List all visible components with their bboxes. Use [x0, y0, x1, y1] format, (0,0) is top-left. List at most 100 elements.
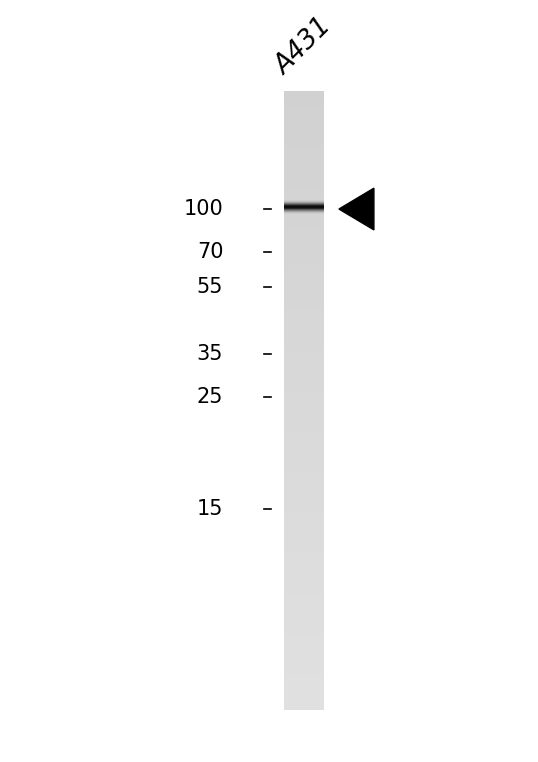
Bar: [284, 106, 324, 107]
Bar: [284, 664, 324, 667]
Bar: [284, 613, 324, 615]
Bar: [284, 287, 324, 290]
Bar: [284, 155, 324, 157]
Bar: [284, 107, 324, 110]
Bar: [284, 436, 324, 437]
Bar: [284, 516, 324, 518]
Bar: [284, 703, 324, 706]
Bar: [284, 465, 324, 466]
Bar: [284, 485, 324, 487]
Bar: [284, 285, 324, 287]
Bar: [284, 98, 324, 100]
Bar: [284, 182, 324, 184]
Bar: [284, 355, 324, 357]
Bar: [284, 401, 324, 402]
Bar: [284, 619, 324, 621]
Bar: [284, 454, 324, 456]
Bar: [284, 256, 324, 258]
Bar: [284, 417, 324, 419]
Bar: [284, 386, 324, 388]
Bar: [284, 168, 324, 170]
Bar: [284, 232, 324, 234]
Bar: [284, 255, 324, 256]
Bar: [284, 636, 324, 638]
Bar: [284, 510, 324, 512]
Bar: [284, 477, 324, 479]
Bar: [284, 559, 324, 562]
Bar: [284, 421, 324, 423]
Bar: [284, 244, 324, 246]
Bar: [284, 100, 324, 101]
Bar: [284, 402, 324, 405]
Bar: [284, 591, 324, 592]
Bar: [284, 203, 324, 205]
Bar: [284, 101, 324, 104]
Bar: [284, 685, 324, 687]
Bar: [284, 472, 324, 475]
Bar: [284, 174, 324, 176]
Bar: [284, 279, 324, 281]
Bar: [284, 130, 324, 133]
Bar: [284, 291, 324, 293]
Bar: [284, 176, 324, 178]
Bar: [284, 235, 324, 238]
Bar: [284, 506, 324, 507]
Bar: [284, 180, 324, 182]
Bar: [284, 157, 324, 159]
Bar: [284, 372, 324, 374]
Bar: [284, 611, 324, 613]
Bar: [284, 530, 324, 533]
Bar: [284, 408, 324, 411]
Bar: [284, 543, 324, 545]
Bar: [284, 696, 324, 697]
Bar: [284, 283, 324, 285]
Bar: [284, 281, 324, 283]
Bar: [284, 576, 324, 578]
Bar: [284, 250, 324, 252]
Bar: [284, 580, 324, 582]
Bar: [284, 603, 324, 605]
Bar: [284, 209, 324, 211]
Bar: [284, 302, 324, 304]
Bar: [284, 668, 324, 671]
Bar: [284, 594, 324, 597]
Bar: [284, 574, 324, 576]
Bar: [284, 151, 324, 153]
Bar: [284, 332, 324, 335]
Bar: [284, 425, 324, 427]
Bar: [284, 347, 324, 349]
Bar: [284, 450, 324, 452]
Bar: [284, 679, 324, 681]
Bar: [284, 273, 324, 275]
Bar: [284, 322, 324, 325]
Bar: [284, 527, 324, 528]
Bar: [284, 572, 324, 574]
Bar: [284, 650, 324, 652]
Bar: [284, 269, 324, 271]
Bar: [284, 549, 324, 551]
Bar: [284, 437, 324, 440]
Bar: [284, 384, 324, 386]
Text: 70: 70: [197, 242, 223, 261]
Bar: [284, 652, 324, 654]
Bar: [284, 314, 324, 316]
Bar: [284, 551, 324, 553]
Text: 25: 25: [197, 387, 223, 407]
Polygon shape: [339, 188, 374, 230]
Bar: [284, 528, 324, 530]
Bar: [284, 667, 324, 668]
Bar: [284, 466, 324, 469]
Bar: [284, 205, 324, 207]
Bar: [284, 326, 324, 328]
Bar: [284, 343, 324, 345]
Bar: [284, 586, 324, 588]
Bar: [284, 366, 324, 367]
Bar: [284, 170, 324, 171]
Bar: [284, 275, 324, 277]
Bar: [284, 337, 324, 339]
Text: 15: 15: [197, 498, 223, 519]
Bar: [284, 91, 324, 94]
Bar: [284, 186, 324, 188]
Bar: [284, 159, 324, 162]
Bar: [284, 565, 324, 568]
